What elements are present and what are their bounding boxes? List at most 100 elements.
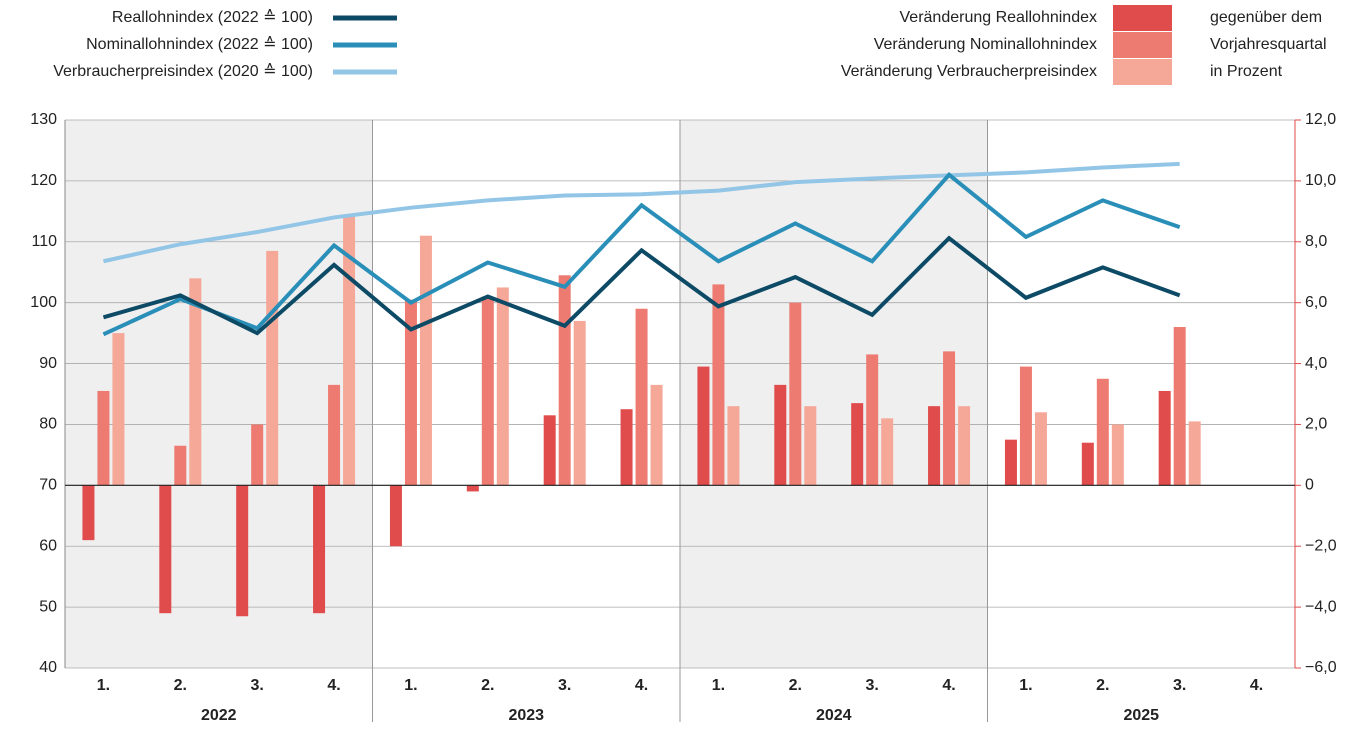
y2-tick-label: 8,0: [1305, 233, 1327, 250]
bar: [496, 287, 509, 486]
group-label: 2025: [1123, 707, 1159, 724]
bar: [313, 485, 326, 614]
bar: [82, 485, 95, 541]
bar: [650, 384, 663, 486]
legend-swatch: [1113, 5, 1172, 31]
bar: [712, 284, 725, 486]
bar: [251, 424, 264, 486]
legend-swatch: [1113, 32, 1172, 58]
bar: [1081, 442, 1094, 486]
legend-label: Veränderung Verbraucherpreisindex: [841, 63, 1097, 80]
line: [102, 235, 1181, 336]
bar: [958, 406, 971, 486]
y2-tick-label: 12,0: [1305, 111, 1336, 128]
bar: [620, 409, 633, 486]
y2-tick-label: −2,0: [1305, 537, 1337, 554]
y-tick-label: 90: [39, 355, 57, 372]
bar: [174, 445, 187, 486]
legend-label: Veränderung Nominallohnindex: [874, 36, 1097, 53]
legend-note: in Prozent: [1210, 63, 1283, 80]
bar: [804, 406, 817, 486]
bar: [1019, 366, 1032, 486]
bar: [466, 485, 479, 492]
group-shade: [65, 120, 373, 668]
y-tick-label: 120: [30, 172, 57, 189]
x-tick-label: 3.: [866, 677, 879, 694]
x-tick-label: 2.: [174, 677, 187, 694]
y2-tick-label: 10,0: [1305, 172, 1336, 189]
bar: [1004, 439, 1017, 486]
y2-tick-label: 4,0: [1305, 355, 1327, 372]
x-tick-label: 3.: [251, 677, 264, 694]
group-shade: [680, 120, 988, 668]
bar: [389, 485, 402, 547]
bar: [328, 384, 341, 486]
y-tick-label: 110: [31, 233, 57, 250]
y2-tick-label: 6,0: [1305, 294, 1327, 311]
legend-note: gegenüber dem: [1210, 9, 1322, 26]
y2-tick-label: −6,0: [1305, 659, 1337, 676]
x-tick-label: 1.: [97, 677, 110, 694]
y-tick-label: 100: [30, 294, 57, 311]
y-tick-label: 40: [39, 659, 57, 676]
bar: [635, 308, 648, 486]
bar: [481, 296, 494, 486]
x-tick-label: 2.: [789, 677, 802, 694]
bar: [97, 390, 110, 486]
y2-tick-label: −4,0: [1305, 598, 1337, 615]
bar: [112, 333, 125, 486]
bar: [558, 275, 571, 486]
line: [102, 172, 1181, 337]
y-tick-label: 70: [39, 477, 57, 494]
bar: [1111, 424, 1124, 486]
bar: [543, 415, 556, 486]
group-label: 2024: [816, 707, 852, 724]
bar: [573, 320, 586, 486]
legend-note: Vorjahresquartal: [1210, 36, 1327, 53]
bar: [866, 354, 879, 486]
x-tick-label: 2.: [1096, 677, 1109, 694]
y2-tick-label: 0: [1305, 477, 1314, 494]
y-tick-label: 50: [39, 598, 57, 615]
x-tick-label: 4.: [942, 677, 955, 694]
bar: [943, 351, 956, 486]
group-label: 2023: [508, 707, 544, 724]
y-tick-label: 130: [30, 111, 57, 128]
legend-label: Veränderung Reallohnindex: [900, 9, 1097, 26]
bar: [1034, 412, 1047, 486]
legend-label: Nominallohnindex (2022 ≙ 100): [86, 36, 313, 53]
bar: [774, 384, 787, 486]
x-tick-label: 2.: [481, 677, 494, 694]
bar: [1096, 378, 1109, 486]
bar: [928, 406, 941, 486]
bar: [419, 235, 432, 486]
bar: [404, 299, 417, 486]
y-tick-label: 60: [39, 537, 57, 554]
legend-label: Verbraucherpreisindex (2020 ≙ 100): [53, 63, 313, 80]
y2-tick-label: 2,0: [1305, 416, 1327, 433]
x-tick-label: 4.: [635, 677, 648, 694]
bar: [236, 485, 249, 617]
bar: [881, 418, 894, 486]
x-tick-label: 3.: [1173, 677, 1186, 694]
bar: [266, 250, 279, 486]
x-tick-label: 1.: [1019, 677, 1032, 694]
bar: [851, 403, 864, 486]
legend-swatch: [1113, 59, 1172, 85]
x-tick-label: 4.: [1250, 677, 1263, 694]
legend-label: Reallohnindex (2022 ≙ 100): [112, 9, 313, 26]
x-tick-label: 1.: [404, 677, 417, 694]
bar: [189, 278, 202, 486]
x-tick-label: 4.: [327, 677, 340, 694]
bar: [1158, 390, 1171, 486]
bar: [789, 302, 802, 486]
bar: [159, 485, 172, 614]
bar: [697, 366, 710, 486]
y-tick-label: 80: [39, 416, 57, 433]
bar: [727, 406, 740, 486]
bar: [1173, 327, 1186, 486]
bar: [1188, 421, 1201, 486]
x-tick-label: 3.: [558, 677, 571, 694]
group-label: 2022: [201, 707, 237, 724]
